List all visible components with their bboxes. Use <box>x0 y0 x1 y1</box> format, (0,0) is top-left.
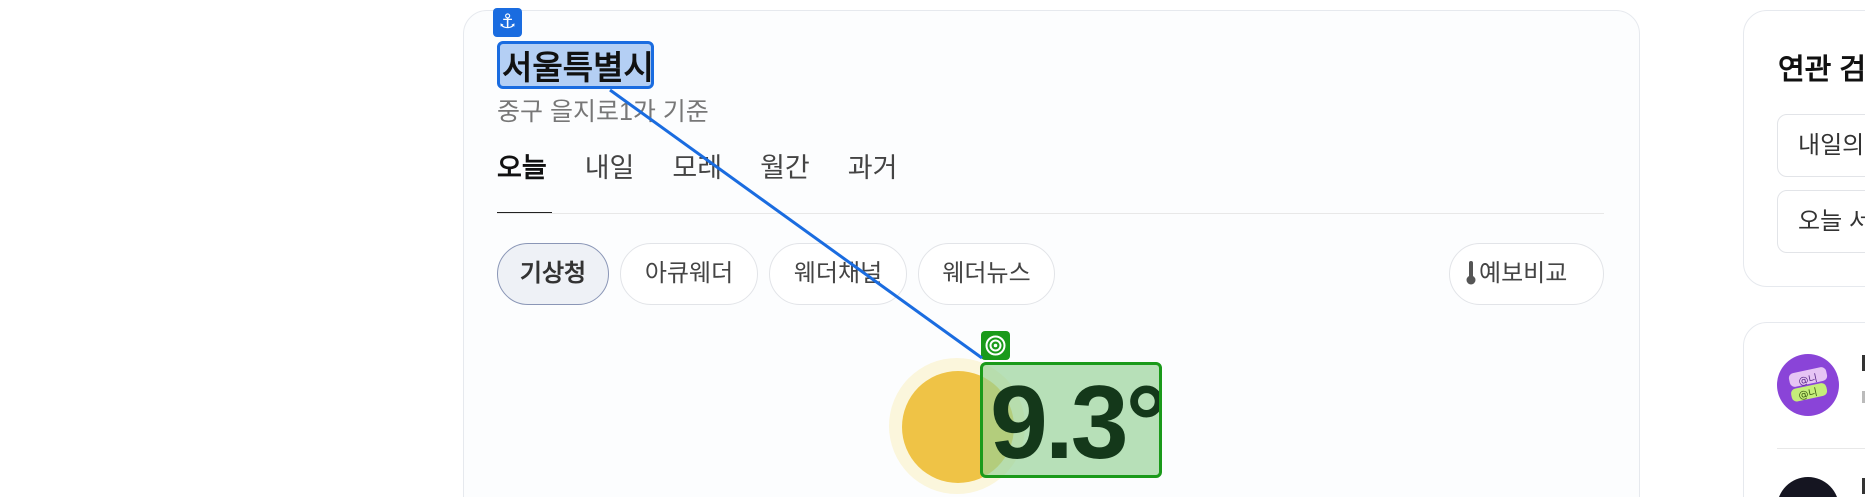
tab-past[interactable]: 과거 <box>848 150 898 186</box>
related-search-title: 연관 검색어 <box>1778 46 1865 88</box>
location-title[interactable]: 서울특별시 <box>497 41 654 89</box>
current-temperature: 9.3° <box>990 362 1162 478</box>
forecast-compare-label: 예보비교 <box>1479 260 1567 287</box>
thermometer-icon <box>1466 260 1476 286</box>
tab-tomorrow[interactable]: 내일 <box>585 150 635 186</box>
provider-accuweather-button[interactable]: 아큐웨더 <box>620 243 758 305</box>
forecast-compare-button[interactable]: 예보비교 <box>1449 243 1604 305</box>
profile-divider <box>1777 448 1865 449</box>
location-subtitle: 중구 을지로1가 기준 <box>497 92 709 128</box>
related-search-chip[interactable]: 내일의 날씨 <box>1777 114 1865 177</box>
target-icon <box>981 331 1010 360</box>
tab-today[interactable]: 오늘 <box>497 150 547 186</box>
related-search-chip[interactable]: 오늘 서울 날씨 <box>1777 190 1865 253</box>
provider-weatherchannel-button[interactable]: 웨더채널 <box>769 243 907 305</box>
provider-kma-button[interactable]: 기상청 <box>497 243 609 305</box>
provider-weathernews-button[interactable]: 웨더뉴스 <box>918 243 1055 305</box>
anchor-icon: ⚓ <box>493 8 522 37</box>
day-tabs: 오늘 내일 모레 월간 과거 <box>497 150 897 186</box>
avatar[interactable]: @니 @니 <box>1777 354 1839 416</box>
tab-monthly[interactable]: 월간 <box>760 150 810 186</box>
tab-day-after[interactable]: 모레 <box>672 150 722 186</box>
tab-divider <box>497 213 1604 214</box>
current-temperature-box: 9.3° <box>980 362 1162 478</box>
